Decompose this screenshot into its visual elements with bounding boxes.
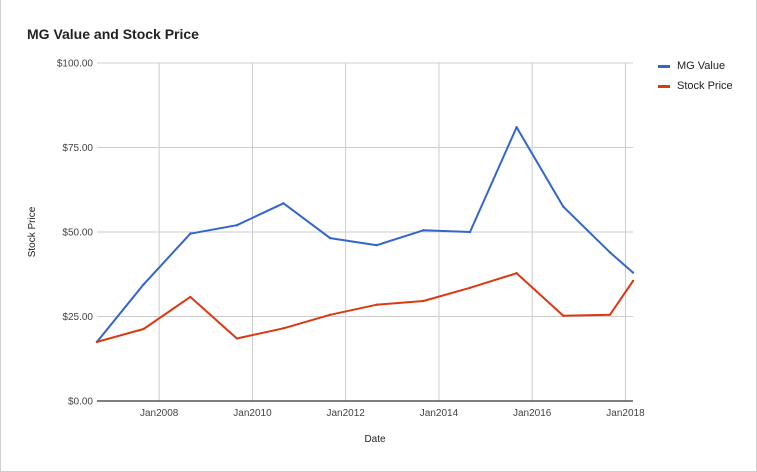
data-point-mg-value xyxy=(235,224,239,227)
x-tick-label: Jan2008 xyxy=(140,408,179,419)
legend-swatch-stock-price xyxy=(658,84,670,88)
y-axis-title: Stock Price xyxy=(27,206,38,257)
data-point-mg-value xyxy=(375,243,379,247)
data-point-stock-price xyxy=(95,340,99,344)
data-point-stock-price xyxy=(468,286,472,289)
data-point-stock-price xyxy=(422,299,425,303)
x-tick-label: Jan2014 xyxy=(420,408,459,419)
data-point-mg-value xyxy=(328,236,332,240)
grid-layer xyxy=(97,62,633,401)
series-line-mg-value xyxy=(96,126,634,343)
y-tick-label: $25.00 xyxy=(62,312,93,323)
y-tick-label: $0.00 xyxy=(68,397,93,408)
y-tick-label: $75.00 xyxy=(62,143,93,154)
legend-item-mg-value[interactable]: MG Value xyxy=(658,56,733,76)
x-tick-label: Jan2018 xyxy=(606,408,645,419)
x-axis-title: Date xyxy=(364,434,386,445)
y-tick-label: $50.00 xyxy=(62,228,93,239)
data-point-stock-price xyxy=(235,337,239,340)
x-tick-label: Jan2016 xyxy=(513,408,552,419)
legend-label-mg-value: MG Value xyxy=(677,60,726,72)
data-point-stock-price xyxy=(142,327,145,331)
data-point-mg-value xyxy=(608,251,612,254)
data-point-mg-value xyxy=(562,205,565,208)
series-layer xyxy=(95,126,635,344)
x-tick-label: Jan2012 xyxy=(326,408,365,419)
data-point-stock-price xyxy=(631,279,635,283)
data-point-stock-price xyxy=(375,303,379,306)
data-point-mg-value xyxy=(282,202,285,205)
data-point-mg-value xyxy=(422,229,425,232)
label-layer: $0.00 $25.00 $50.00 $75.00 $100.00 Jan2008 Jan… xyxy=(27,59,645,446)
chart-title: MG Value and Stock Price xyxy=(27,26,199,42)
data-point-stock-price xyxy=(515,272,518,275)
data-point-stock-price xyxy=(282,327,285,330)
data-point-stock-price xyxy=(328,313,332,317)
data-point-stock-price xyxy=(189,295,192,299)
legend-label-stock-price: Stock Price xyxy=(677,80,733,92)
x-tick-label: Jan2010 xyxy=(233,408,272,419)
data-point-stock-price xyxy=(562,314,565,318)
legend-item-stock-price[interactable]: Stock Price xyxy=(658,76,733,96)
legend-swatch-mg-value xyxy=(658,64,670,68)
chart-legend: MG Value Stock Price xyxy=(658,56,733,96)
data-point-mg-value xyxy=(631,271,635,274)
data-point-mg-value xyxy=(515,126,518,129)
data-point-stock-price xyxy=(608,313,612,317)
series-line-stock-price xyxy=(96,272,634,343)
y-tick-label: $100.00 xyxy=(57,59,94,70)
data-point-mg-value xyxy=(189,232,192,235)
data-point-mg-value xyxy=(468,230,472,234)
data-point-mg-value xyxy=(142,283,145,286)
